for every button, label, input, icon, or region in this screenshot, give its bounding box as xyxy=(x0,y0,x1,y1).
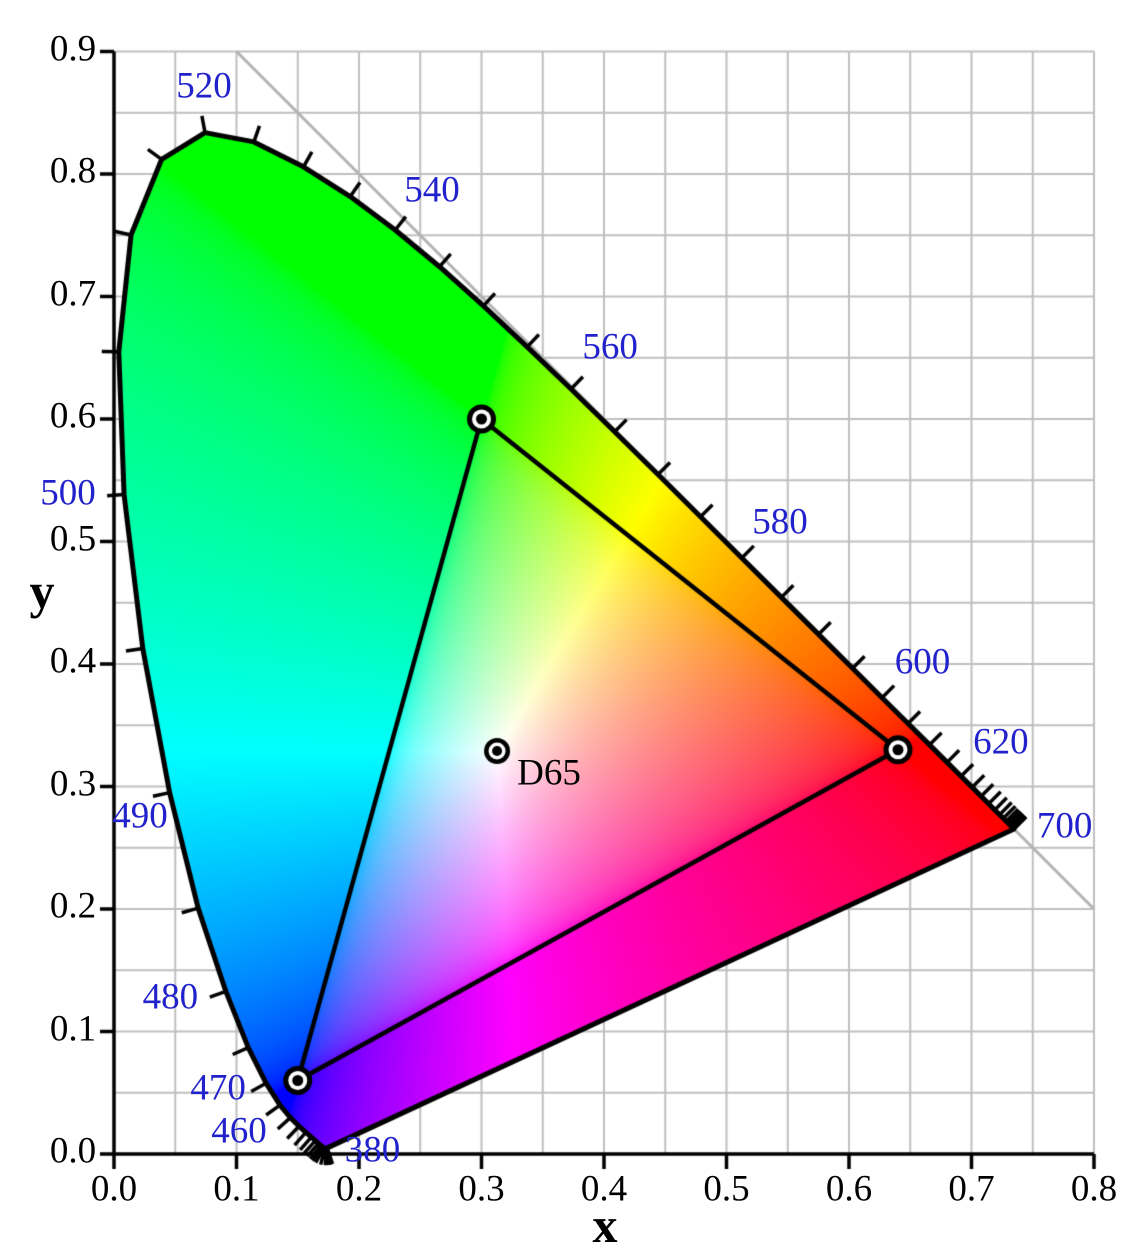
chromaticity-canvas xyxy=(0,0,1140,1260)
cie-1931-chromaticity-diagram: x y D65 0.0 0.1 0.2 0.3 0.4 0.5 0.6 0.7 0.8 0.0 0.… xyxy=(0,0,1140,1260)
